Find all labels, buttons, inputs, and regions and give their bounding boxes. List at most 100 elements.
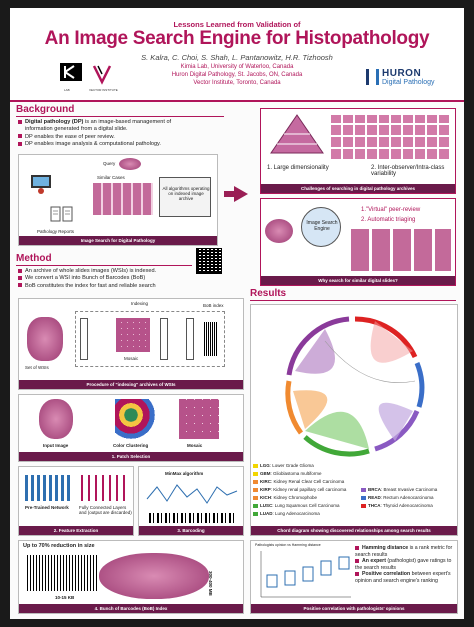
bullet-bold: Digital pathology (DP)	[25, 119, 84, 125]
legend-code: KIRC	[260, 479, 271, 484]
qr-code-icon[interactable]	[196, 248, 222, 274]
kimia-lab-logo	[60, 63, 82, 81]
results-points: Hamming distance is a rank metric for se…	[355, 545, 455, 584]
bullet-text: information generated from a digital sli…	[25, 126, 128, 133]
bullet-text: is an image-based management of	[83, 119, 172, 125]
legend-code: LUSC	[260, 503, 273, 508]
similar-cases-grid	[93, 183, 153, 215]
feature-extraction-figure: Pre-Trained Network Fully Connected Laye…	[18, 466, 134, 536]
affiliation-3: Vector Institute, Toronto, Canada	[193, 80, 281, 86]
color-clustering-label: Color Clustering	[113, 443, 149, 448]
bullet-text: We convert a WSI into Bunch of Barcodes …	[25, 275, 146, 282]
input-image-label: Input Image	[43, 443, 69, 448]
bob-index-figure: Up to 70% reduction in size 10-15 KB 300…	[18, 540, 244, 614]
boxplot-caption: Positive correlation with pathologists' …	[251, 604, 457, 613]
fc-layers-icon	[81, 475, 127, 501]
legend-swatch	[253, 471, 258, 476]
query-label: Query	[103, 161, 116, 166]
poster: Lessons Learned from Validation of An Im…	[10, 8, 464, 619]
point-bold: An expert	[362, 558, 386, 564]
kb-label: 10-15 KB	[55, 595, 75, 600]
legend-swatch	[253, 479, 258, 484]
patch-selection-block	[80, 318, 88, 360]
huron-name: HURON	[382, 68, 422, 79]
affiliation-2: Huron Digital Pathology, St. Jacobs, ON,…	[171, 72, 303, 78]
kimia-caption: LAB	[64, 88, 70, 92]
arrow-right-icon	[234, 186, 248, 202]
why-search-figure: Image Search Engine 1."Virtual" peer-rev…	[260, 198, 456, 286]
legend-swatch	[253, 495, 258, 500]
algorithms-box: All algorithms operating on indexed imag…	[159, 177, 211, 217]
boxplot-chart	[260, 551, 351, 598]
method-heading: Method	[16, 253, 52, 264]
indexing-caption: Procedure of "indexing" archives of WSIs	[19, 380, 243, 389]
pyramid-icon	[270, 114, 324, 154]
affiliation-1: Kimia Lab, University of Waterloo, Canad…	[180, 64, 294, 70]
legend-name: Kidney renal papillary cell carcinoma	[273, 487, 347, 492]
minmax-plot	[146, 484, 238, 504]
why-2: 2. Automatic triaging	[361, 217, 416, 223]
huron-mark-icon	[366, 69, 379, 85]
background-heading: Background	[16, 104, 75, 115]
barcodes-stack	[27, 555, 97, 591]
color-clustering-image	[115, 399, 155, 439]
background-underline	[16, 116, 224, 117]
legend-code: LGG	[260, 463, 270, 468]
similar-slides-strip	[351, 229, 451, 271]
huron-sub: Digital Pathology	[382, 79, 435, 86]
legend-swatch	[253, 503, 258, 508]
cnn-layers-icon	[25, 475, 73, 501]
poster-title: An Image Search Engine for Histopatholog…	[44, 28, 430, 49]
boxplot-figure: Pathologists opinion vs Hamming distance…	[250, 540, 458, 614]
poster-header: Lessons Learned from Validation of An Im…	[10, 8, 464, 100]
legend-name: Glioblastoma multiforme	[273, 471, 322, 476]
legend-code: KIRP	[260, 487, 271, 492]
challenges-figure: 1. Large dimensionality 2. Inter-observe…	[260, 108, 456, 194]
point-bold: Hamming distance	[362, 545, 409, 551]
bullet-text: An archive of whole slides images (WSIs)…	[25, 268, 157, 274]
chord-legend: LGG: Lower Grade Glioma GBM: Glioblastom…	[253, 463, 457, 525]
point-text: between expert's opinion and search engi…	[355, 571, 451, 584]
mb-label: 300-400 MB	[208, 571, 213, 596]
legend-swatch	[253, 511, 258, 516]
indexing-pipeline: Mosaic	[75, 311, 225, 367]
indexing-label: Indexing	[131, 301, 149, 306]
legend-name: Kidney Renal Clear Cell Carcinoma	[273, 479, 345, 484]
legend-swatch	[253, 463, 258, 468]
header-divider	[10, 100, 464, 102]
results-underline	[250, 300, 456, 301]
fc-label: Fully Connected Layers and (output are d…	[79, 505, 132, 515]
wsi-image	[99, 553, 209, 599]
point-text: (pathologist) gave ratings to the search…	[355, 558, 452, 571]
bullet-text: DP enables image analysis & computationa…	[25, 141, 161, 148]
barcoding-figure: MinMax algorithm 3. Barcoding	[138, 466, 244, 536]
mosaic-grid	[116, 318, 150, 352]
legend-name: Breast Invasive Carcinoma	[383, 487, 438, 492]
search-engine-label: Image Search Engine	[306, 220, 338, 232]
image-search-caption: Image Search for Digital Pathology	[19, 236, 217, 245]
chord-caption: Chord diagram showing discovered relatio…	[251, 526, 457, 535]
poster-subtitle: Lessons Learned from Validation of	[173, 20, 301, 29]
query-tissue-image	[265, 219, 293, 243]
challenges-caption: Challenges of searching in digital patho…	[261, 184, 455, 193]
legend-swatch	[253, 487, 258, 492]
patch-selection-caption: 1. Patch Selection	[19, 452, 243, 461]
legend-code: READ	[368, 495, 381, 500]
set-of-wsis-label: Set of WSIs	[25, 365, 49, 370]
similar-cases-label: Similar Cases	[97, 175, 125, 180]
bob-index-caption: 4. Bunch of Barcodes (BoB) Index	[19, 604, 243, 613]
background-bullets: Digital pathology (DP) is an image-based…	[18, 119, 171, 149]
boxplot-title: Pathologists opinion vs Hamming distance	[255, 543, 321, 547]
chord-diagram	[285, 316, 425, 457]
method-bullets: An archive of whole slides images (WSIs)…	[18, 268, 156, 290]
tissue-variability-grid	[331, 115, 451, 159]
feature-extraction-caption: 2. Feature Extraction	[19, 526, 133, 535]
vector-caption: VECTOR INSTITUTE	[89, 88, 118, 92]
point-bold: Positive correlation	[362, 571, 411, 577]
barcode-strip	[149, 513, 235, 523]
wsi-stack-image	[27, 317, 63, 361]
input-image	[39, 399, 73, 439]
image-search-figure: Query Similar Cases All algorithms opera…	[18, 154, 218, 246]
legend-name: Lung Adenocarcinoma	[275, 511, 320, 516]
legend-name: Lung Squamous Cell Carcinoma	[274, 503, 340, 508]
